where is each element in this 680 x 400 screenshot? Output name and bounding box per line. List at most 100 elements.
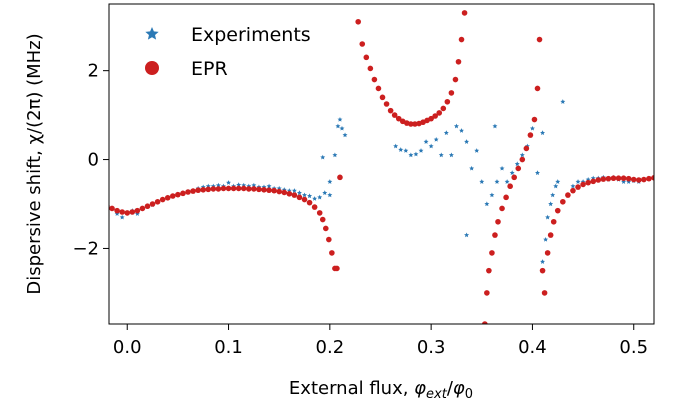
experiment-point	[443, 130, 449, 135]
epr-point	[444, 98, 451, 105]
legend-marker-experiments	[145, 27, 159, 40]
experiment-point	[464, 139, 470, 144]
epr-point	[322, 225, 329, 232]
experiment-point	[418, 148, 424, 153]
epr-point	[276, 188, 282, 195]
epr-point	[154, 198, 161, 205]
experiment-point	[479, 179, 485, 184]
experiment-point	[492, 123, 498, 129]
epr-point	[129, 209, 136, 215]
epr-point	[261, 186, 267, 193]
epr-point	[610, 175, 617, 182]
epr-point	[149, 201, 156, 207]
epr-point	[651, 174, 654, 181]
experiment-point	[134, 211, 140, 216]
epr-point	[580, 181, 586, 188]
experiment-point	[226, 180, 232, 185]
y-tick-label: −2	[72, 238, 99, 259]
experiment-point	[626, 179, 632, 184]
experiment-point	[428, 143, 434, 149]
experiment-point	[215, 182, 221, 188]
experiment-point	[621, 179, 627, 184]
epr-point	[495, 218, 501, 225]
epr-point	[329, 250, 335, 256]
epr-point	[539, 267, 546, 274]
epr-point	[225, 185, 232, 192]
epr-point	[363, 54, 370, 61]
epr-point	[371, 76, 378, 83]
epr-point	[440, 105, 447, 112]
experiment-point	[438, 152, 444, 158]
epr-point	[311, 204, 318, 210]
epr-point	[541, 290, 548, 296]
experiment-point	[433, 136, 439, 142]
epr-point	[605, 175, 612, 182]
y-tick-label: 2	[88, 61, 99, 82]
epr-point	[519, 156, 526, 163]
experiment-point	[489, 192, 495, 198]
epr-point	[436, 110, 443, 116]
epr-point	[595, 177, 602, 183]
epr-point	[387, 107, 394, 114]
epr-point	[185, 189, 191, 195]
legend-label-experiments: Experiments	[191, 24, 311, 46]
epr-point	[560, 198, 566, 205]
epr-point	[256, 186, 262, 193]
experiment-point	[540, 259, 546, 264]
experiment-point	[337, 116, 343, 122]
experiment-point	[555, 179, 561, 184]
experiment-point	[423, 139, 429, 144]
experiment-point	[327, 179, 333, 184]
experiment-point	[509, 170, 515, 175]
y-axis-label: Dispersive shift, χ/(2π) (MHz)	[24, 33, 45, 294]
experiment-point	[545, 214, 551, 220]
y-axis: −2 0 2	[72, 61, 109, 259]
experiment-point	[398, 147, 404, 152]
epr-point	[379, 94, 386, 101]
epr-point	[507, 183, 513, 190]
epr-point	[170, 193, 176, 199]
epr-point	[503, 194, 509, 201]
epr-point	[175, 191, 181, 198]
experiment-point	[327, 192, 333, 198]
epr-point	[326, 236, 332, 243]
experiment-point	[514, 161, 520, 167]
epr-point	[630, 176, 637, 183]
epr-point	[527, 132, 534, 138]
epr-point	[190, 188, 196, 194]
experiment-point	[575, 179, 581, 184]
epr-point	[291, 192, 298, 198]
epr-point	[359, 41, 366, 47]
epr-point	[296, 194, 303, 201]
epr-point	[636, 177, 642, 183]
experiment-point	[413, 151, 419, 157]
epr-point	[554, 207, 561, 214]
experiment-point	[332, 152, 338, 158]
epr-point	[486, 267, 492, 274]
experiment-point	[464, 232, 470, 238]
experiment-point	[529, 125, 535, 131]
experiment-point	[320, 154, 326, 160]
x-axis-label: External flux, φext/φ0	[289, 378, 473, 400]
epr-point	[395, 115, 402, 122]
epr-point	[286, 190, 293, 197]
experiment-point	[469, 165, 475, 171]
experiment-point	[302, 192, 307, 198]
epr-point	[134, 207, 141, 214]
epr-point	[570, 187, 576, 194]
experiment-point	[322, 190, 328, 195]
epr-point	[448, 90, 455, 96]
epr-point	[489, 250, 495, 256]
experiment-point	[535, 170, 540, 175]
experiment-point	[519, 152, 525, 158]
experiment-point	[408, 152, 414, 158]
epr-point	[195, 187, 201, 194]
epr-point	[590, 178, 597, 185]
experiment-point	[540, 130, 546, 135]
experiment-point	[474, 148, 480, 153]
legend-label-epr: EPR	[191, 58, 228, 80]
epr-point	[245, 186, 252, 192]
epr-point	[536, 36, 543, 43]
epr-point	[139, 205, 146, 212]
